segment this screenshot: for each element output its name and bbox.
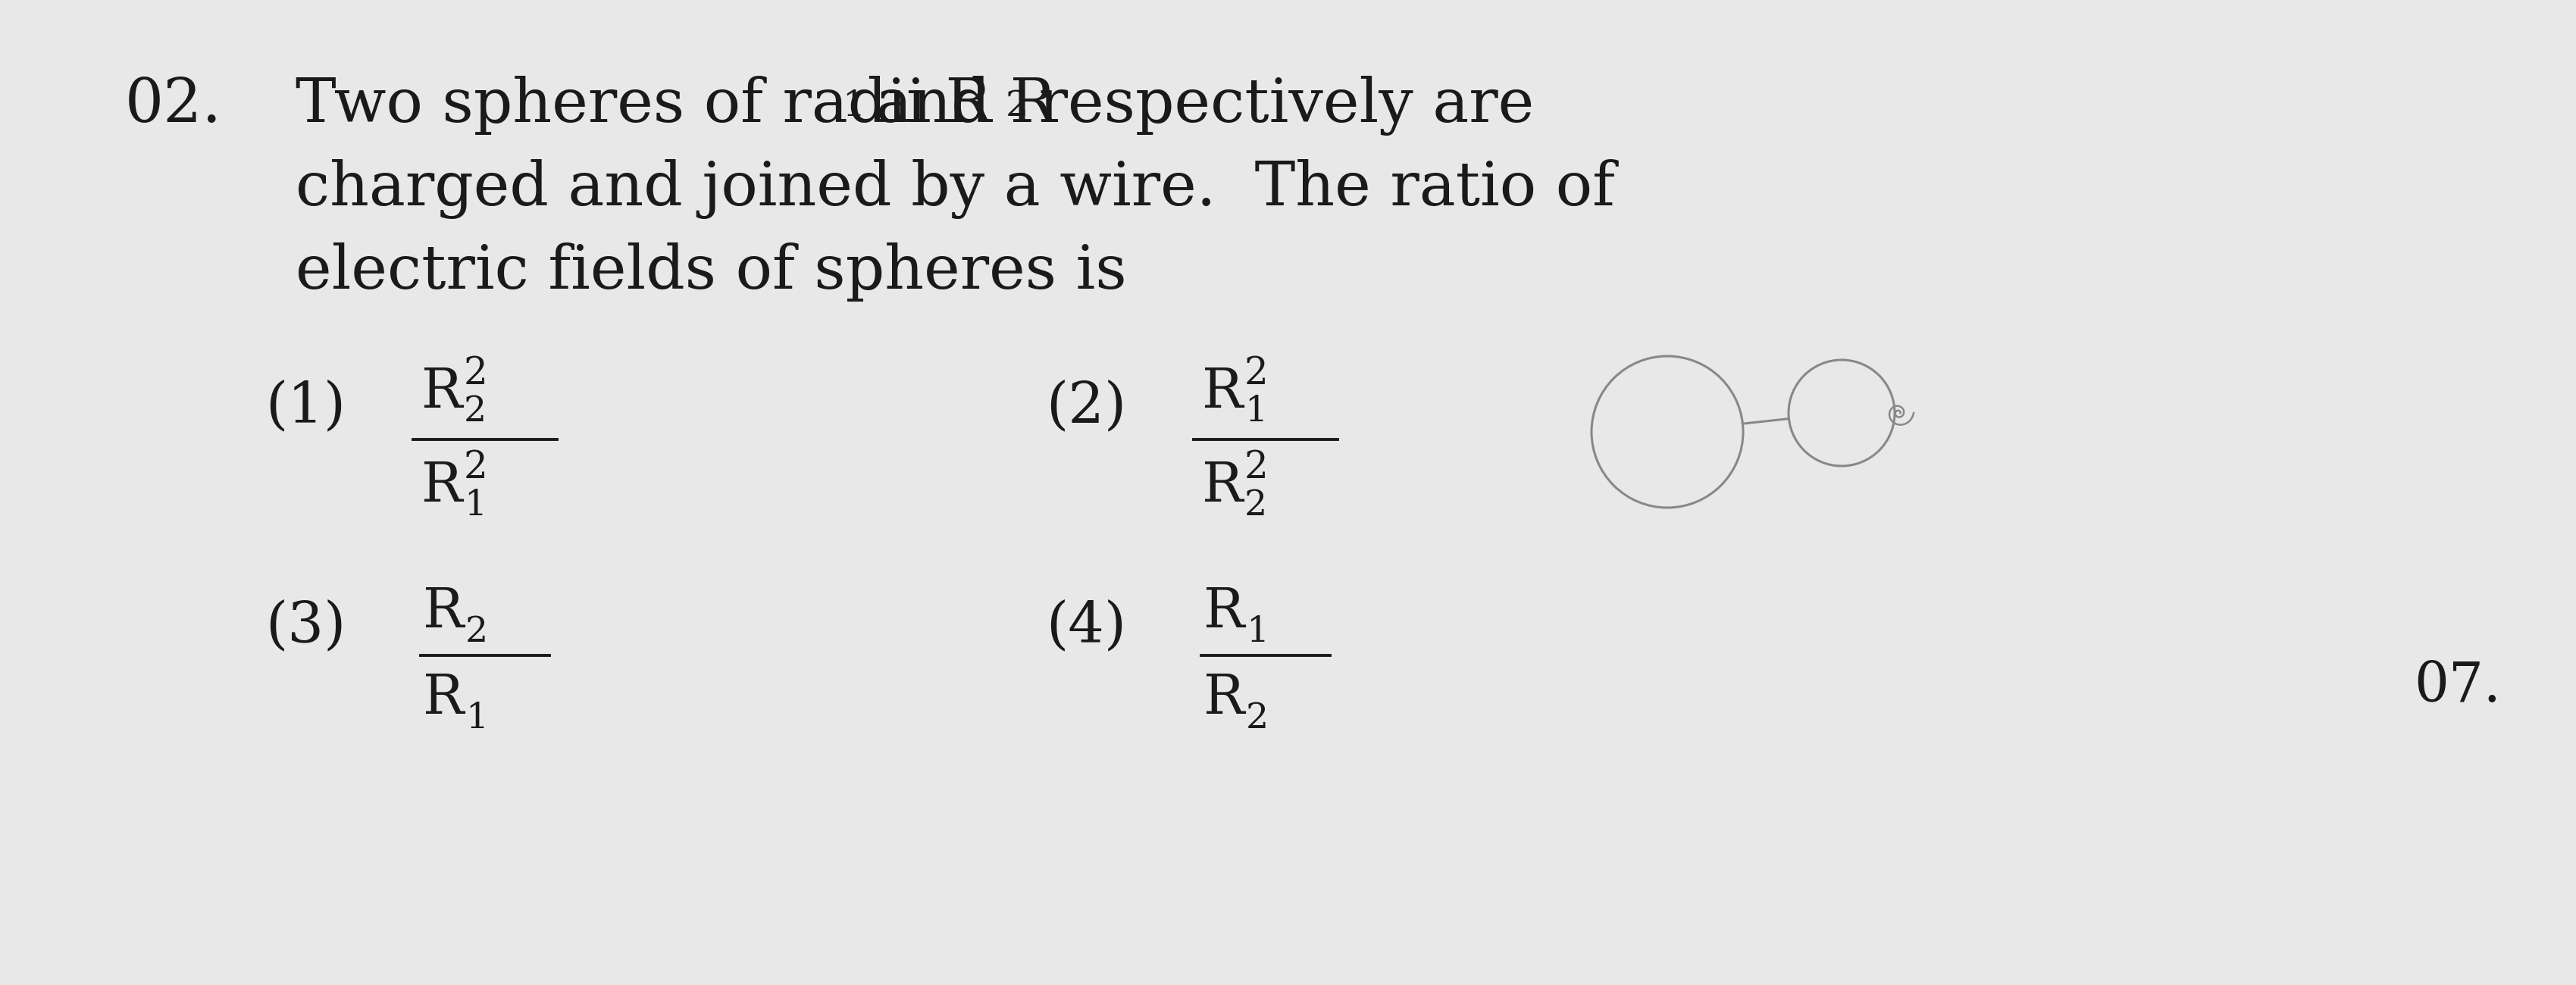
Text: 1: 1 xyxy=(1244,394,1267,428)
Text: 1: 1 xyxy=(1247,615,1270,649)
Text: R: R xyxy=(1203,672,1244,725)
Text: R: R xyxy=(1200,365,1242,420)
Text: Two spheres of radii R: Two spheres of radii R xyxy=(296,76,992,135)
Text: 07.: 07. xyxy=(2414,659,2501,712)
Text: (2): (2) xyxy=(1046,379,1126,434)
Text: 1: 1 xyxy=(464,489,487,522)
Text: (3): (3) xyxy=(265,599,345,654)
Text: R: R xyxy=(1200,460,1242,513)
Text: electric fields of spheres is: electric fields of spheres is xyxy=(296,242,1126,301)
Text: 1: 1 xyxy=(466,701,489,736)
Text: 2: 2 xyxy=(464,449,487,487)
Text: 2: 2 xyxy=(1244,355,1267,392)
Text: R: R xyxy=(422,585,464,639)
Text: (4): (4) xyxy=(1046,599,1126,654)
Text: 2: 2 xyxy=(1005,90,1028,124)
Text: charged and joined by a wire.  The ratio of: charged and joined by a wire. The ratio … xyxy=(296,160,1615,219)
Text: R: R xyxy=(420,365,461,420)
Text: 1: 1 xyxy=(842,90,866,124)
Text: and R: and R xyxy=(855,76,1056,135)
Text: 2: 2 xyxy=(466,615,489,649)
Text: R: R xyxy=(422,672,464,725)
Text: (1): (1) xyxy=(265,379,345,434)
Text: respectively are: respectively are xyxy=(1020,76,1535,136)
Text: 2: 2 xyxy=(1247,701,1270,736)
Text: 02.: 02. xyxy=(126,76,222,135)
Text: 2: 2 xyxy=(464,394,487,428)
Text: 2: 2 xyxy=(464,355,487,392)
Text: 2: 2 xyxy=(1244,449,1267,487)
Text: R: R xyxy=(1203,585,1244,639)
Text: R: R xyxy=(420,460,461,513)
Text: 2: 2 xyxy=(1244,489,1267,522)
